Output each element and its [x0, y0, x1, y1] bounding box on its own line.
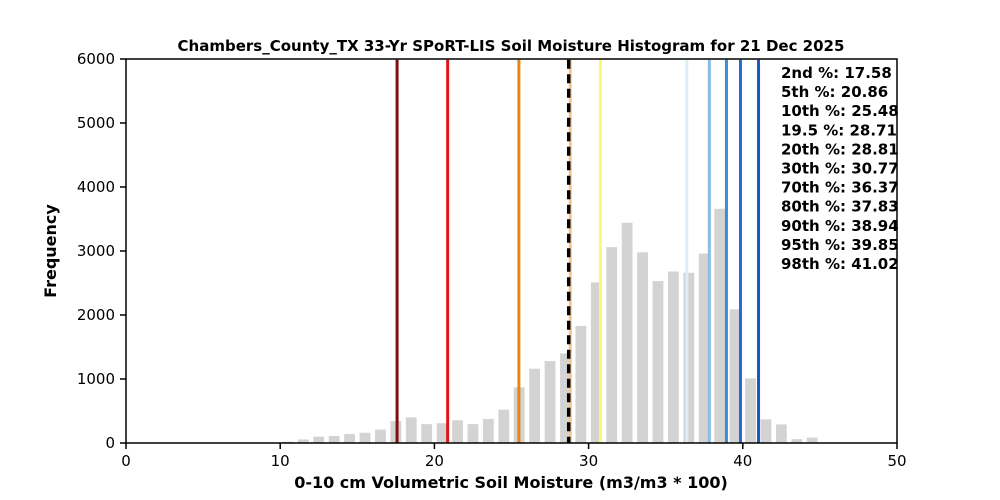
- legend-entry: 19.5 %: 28.71: [781, 121, 897, 139]
- legend-entry: 90th %: 38.94: [781, 217, 899, 235]
- histogram-bar: [606, 247, 618, 443]
- histogram-bar: [806, 437, 818, 443]
- y-tick-label: 5000: [77, 114, 115, 132]
- histogram-bar: [652, 281, 664, 443]
- histogram-bar: [452, 420, 463, 443]
- histogram-bar: [745, 378, 756, 443]
- y-tick-label: 3000: [77, 242, 115, 260]
- histogram-bar: [590, 282, 602, 443]
- legend-entry: 20th %: 28.81: [781, 140, 899, 158]
- histogram-bar: [621, 222, 633, 443]
- histogram-bar: [714, 208, 726, 443]
- percentile-lines: [395, 59, 761, 443]
- y-tick-label: 2000: [77, 306, 115, 324]
- y-tick-label: 0: [105, 434, 115, 452]
- histogram-bar: [498, 409, 510, 443]
- y-tick-label: 1000: [77, 370, 115, 388]
- histogram-bar: [482, 419, 494, 443]
- y-axis-ticks: 0 1000 2000 3000 4000 5000 6000: [77, 50, 126, 452]
- y-tick-label: 6000: [77, 50, 115, 68]
- histogram-bar: [436, 423, 448, 443]
- legend-entry: 5th %: 20.86: [781, 83, 888, 101]
- histogram-bar: [344, 434, 355, 443]
- legend-entry: 2nd %: 17.58: [781, 64, 892, 82]
- x-tick-label: 20: [425, 452, 444, 470]
- legend-entry: 98th %: 41.02: [781, 255, 899, 273]
- histogram-bar: [544, 361, 556, 443]
- histogram-bar: [775, 424, 787, 443]
- histogram-bar: [560, 353, 571, 443]
- y-tick-label: 4000: [77, 178, 115, 196]
- histogram-bar: [421, 424, 433, 443]
- histogram-bar: [375, 429, 386, 443]
- x-tick-label: 50: [887, 452, 906, 470]
- legend-entry: 80th %: 37.83: [781, 198, 899, 216]
- chart-title: Chambers_County_TX 33-Yr SPoRT-LIS Soil …: [178, 37, 845, 55]
- histogram-bars: [282, 208, 818, 443]
- histogram-bar: [637, 252, 648, 443]
- histogram-bar: [668, 271, 679, 443]
- legend-entry: 10th %: 25.48: [781, 102, 899, 120]
- histogram-bar: [359, 432, 371, 443]
- y-axis-label: Frequency: [41, 204, 60, 298]
- legend-entry: 95th %: 39.85: [781, 236, 899, 254]
- histogram-bar: [791, 439, 803, 443]
- histogram-bar: [760, 419, 772, 443]
- x-axis-ticks: 0 10 20 30 40 50: [121, 443, 907, 470]
- histogram-bar: [297, 439, 309, 443]
- x-tick-label: 40: [733, 452, 752, 470]
- histogram-bar: [405, 417, 417, 443]
- histogram-bar: [313, 436, 325, 443]
- histogram-bar: [698, 253, 710, 443]
- legend-entry: 70th %: 36.37: [781, 179, 899, 197]
- histogram-bar: [328, 435, 340, 443]
- histogram-bar: [575, 325, 587, 443]
- x-tick-label: 30: [579, 452, 598, 470]
- histogram-bar: [529, 368, 541, 443]
- x-axis-label: 0-10 cm Volumetric Soil Moisture (m3/m3 …: [294, 473, 728, 492]
- histogram-bar: [467, 424, 479, 443]
- x-tick-label: 0: [121, 452, 131, 470]
- legend-entry: 30th %: 30.77: [781, 160, 899, 178]
- x-tick-label: 10: [271, 452, 290, 470]
- histogram-bar: [729, 309, 741, 443]
- histogram-bar: [683, 272, 695, 443]
